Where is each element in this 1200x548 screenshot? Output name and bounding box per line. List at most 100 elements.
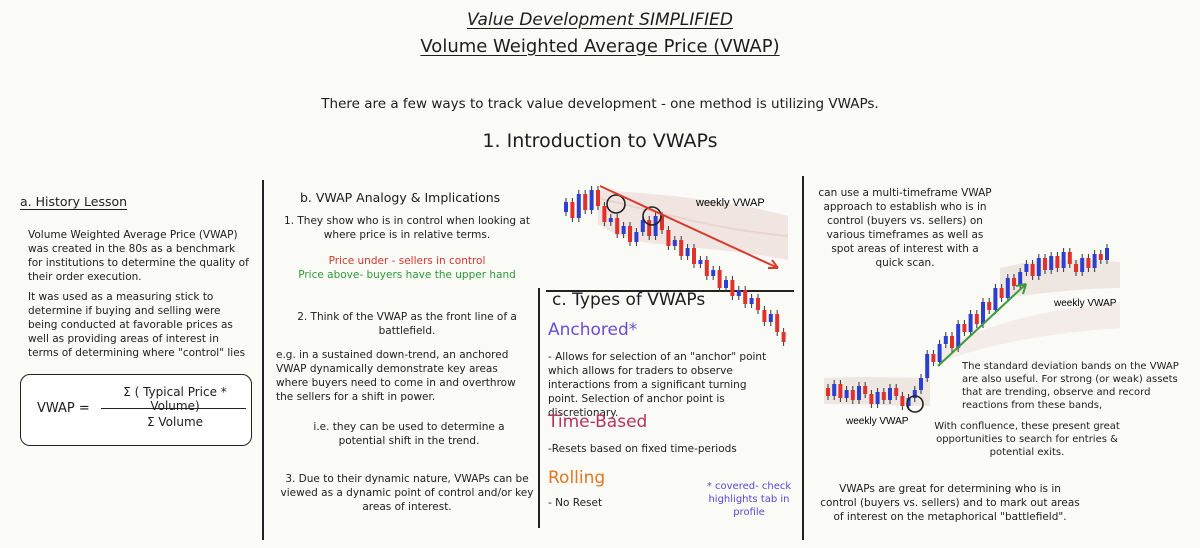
analogy-point-2: 2. Think of the VWAP as the front line o… xyxy=(297,311,517,337)
candle xyxy=(925,354,930,378)
confluence-text: With confluence, these present great opp… xyxy=(934,421,1120,458)
types-heading: c. Types of VWAPs xyxy=(552,290,706,310)
divider-right xyxy=(802,176,804,540)
candle xyxy=(857,386,861,400)
candle xyxy=(775,314,780,332)
candle xyxy=(869,394,874,404)
candle xyxy=(730,280,735,296)
conclusion-text: VWAPs are great for determining who is i… xyxy=(820,483,1080,523)
candle xyxy=(583,194,588,210)
candle xyxy=(736,290,741,296)
candle xyxy=(634,232,639,242)
candle xyxy=(943,336,948,344)
downtrend-arrow xyxy=(599,185,779,269)
candle xyxy=(768,314,773,322)
candle xyxy=(1092,254,1097,268)
formula-fraction-bar xyxy=(101,408,246,409)
candle xyxy=(999,288,1004,298)
candle xyxy=(974,314,979,324)
candle xyxy=(647,220,652,236)
candle xyxy=(888,388,892,400)
candle xyxy=(1074,264,1078,272)
candle xyxy=(1086,258,1091,268)
vwap-line xyxy=(597,197,789,237)
candle xyxy=(968,314,973,332)
mid-band xyxy=(940,302,1120,362)
divider-middle xyxy=(538,288,540,528)
candle xyxy=(596,190,600,206)
candle xyxy=(826,388,830,396)
chart-weekly-vwap-uptrend: weekly VWAP weekly VWAP xyxy=(824,244,1120,427)
divider-types-top xyxy=(546,290,794,292)
candle xyxy=(602,206,607,222)
candle xyxy=(993,288,998,310)
analogy-point-3: 3. Due to their dynamic nature, VWAPs ca… xyxy=(280,473,534,513)
candle xyxy=(981,302,985,324)
candle xyxy=(1049,256,1054,270)
candle xyxy=(781,332,786,342)
candle xyxy=(589,190,594,210)
rolling-label: Rolling xyxy=(548,468,606,488)
candle xyxy=(844,390,849,398)
candle xyxy=(564,202,568,212)
candle xyxy=(743,290,748,304)
analogy-example: e.g. in a sustained down-trend, an ancho… xyxy=(276,349,516,403)
candle xyxy=(875,392,880,404)
candle xyxy=(692,248,696,264)
candle xyxy=(956,324,961,348)
candle xyxy=(698,260,703,264)
formula-lhs: VWAP = xyxy=(37,401,90,416)
anchor-circle xyxy=(906,395,924,413)
candle xyxy=(1043,258,1047,270)
weekly-vwap-label-top: weekly VWAP xyxy=(1053,298,1117,309)
candle xyxy=(685,248,690,256)
time-based-description: -Resets based on fixed time-periods xyxy=(548,443,737,455)
uptrend-arrow xyxy=(937,283,1027,367)
history-heading: a. History Lesson xyxy=(20,194,128,209)
candle xyxy=(1080,258,1085,272)
candle xyxy=(1024,264,1029,272)
candle xyxy=(666,230,671,246)
anchored-note: * covered- check highlights tab in profi… xyxy=(706,481,792,518)
analogy-shift: i.e. they can be used to determine a pot… xyxy=(313,421,505,447)
title-line-1: Value Development SIMPLIFIED xyxy=(467,10,733,30)
history-paragraph-1: Volume Weighted Average Price (VWAP) was… xyxy=(28,229,249,283)
anchored-description: - Allows for selection of an "anchor" po… xyxy=(548,351,767,419)
candle xyxy=(1061,252,1066,268)
candle xyxy=(912,390,917,398)
candle xyxy=(615,218,620,234)
intro-text: There are a few ways to track value deve… xyxy=(321,96,879,112)
candle xyxy=(1055,256,1060,268)
candle xyxy=(570,202,575,218)
candle xyxy=(850,390,855,400)
candle xyxy=(756,298,760,310)
candle xyxy=(1036,258,1041,276)
candle xyxy=(1012,278,1016,286)
analogy-point-1: 1. They show who is in control when look… xyxy=(284,215,530,241)
price-under-text: Price under - sellers in control xyxy=(328,255,486,267)
price-above-text: Price above- buyers have the upper hand xyxy=(298,269,516,281)
candle xyxy=(724,280,728,288)
formula-denominator: Σ Volume xyxy=(146,415,204,429)
candles-group xyxy=(826,244,1109,410)
std-dev-bands-text: The standard deviation bands on the VWAP… xyxy=(962,361,1179,411)
candle xyxy=(1018,272,1023,286)
candle xyxy=(1030,264,1035,276)
weekly-vwap-label: weekly VWAP xyxy=(695,197,765,209)
title-line-2: Volume Weighted Average Price (VWAP) xyxy=(420,36,780,57)
formula-numerator: Σ ( Typical Price * Volume) xyxy=(123,385,227,413)
history-paragraph-2: It was used as a measuring stick to dete… xyxy=(28,291,246,359)
time-based-label: Time-Based xyxy=(548,412,648,432)
weekly-vwap-label-bottom: weekly VWAP xyxy=(845,416,909,427)
candle xyxy=(1067,252,1072,264)
candle xyxy=(576,194,581,218)
candle xyxy=(660,216,664,230)
candle xyxy=(950,336,954,348)
multi-timeframe-text: can use a multi-timeframe VWAP approach … xyxy=(818,187,992,269)
candle xyxy=(832,384,837,396)
candle xyxy=(838,384,843,398)
candle xyxy=(894,388,899,396)
candle xyxy=(1105,248,1109,260)
rolling-description: - No Reset xyxy=(548,497,603,509)
candle xyxy=(717,270,722,288)
